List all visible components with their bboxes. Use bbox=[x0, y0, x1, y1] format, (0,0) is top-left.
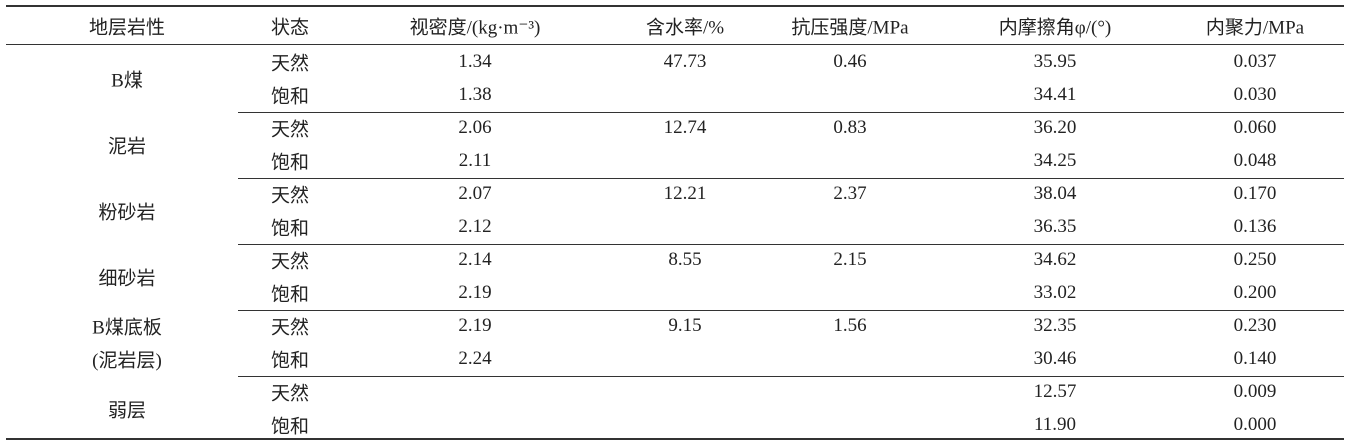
value-cell: 12.74 bbox=[663, 117, 707, 138]
value-cell: 0.000 bbox=[1233, 414, 1277, 435]
value-cell: 34.25 bbox=[1033, 150, 1077, 171]
value-cell: 12.21 bbox=[663, 183, 707, 204]
value-cell: 34.62 bbox=[1033, 249, 1077, 270]
value-cell: 47.73 bbox=[663, 51, 707, 72]
value-cell: 0.037 bbox=[1233, 51, 1277, 72]
value-cell: 36.35 bbox=[1033, 216, 1077, 237]
state-cell: 饱和 bbox=[270, 86, 310, 108]
header-cell: 抗压强度/MPa bbox=[791, 17, 909, 39]
group-label: 粉砂岩 bbox=[98, 202, 156, 223]
state-cell: 天然 bbox=[270, 119, 310, 141]
value-cell: 0.060 bbox=[1233, 117, 1277, 138]
value-cell: 0.030 bbox=[1233, 84, 1277, 105]
group-label: 细砂岩 bbox=[98, 268, 156, 289]
state-cell: 饱和 bbox=[270, 152, 310, 174]
header-rule bbox=[6, 44, 1344, 45]
state-cell: 饱和 bbox=[270, 416, 310, 438]
value-cell: 35.95 bbox=[1033, 51, 1077, 72]
value-cell: 2.07 bbox=[458, 183, 492, 204]
header-cell: 内聚力/MPa bbox=[1205, 17, 1305, 39]
value-cell: 2.14 bbox=[458, 249, 492, 270]
value-cell: 36.20 bbox=[1033, 117, 1077, 138]
value-cell: 2.37 bbox=[833, 183, 867, 204]
value-cell: 30.46 bbox=[1033, 348, 1077, 369]
state-cell: 天然 bbox=[270, 185, 310, 207]
group-rule bbox=[238, 309, 1344, 311]
value-cell: 34.41 bbox=[1033, 84, 1077, 105]
group-rule bbox=[238, 375, 1344, 377]
value-cell: 2.19 bbox=[458, 282, 492, 303]
value-cell: 32.35 bbox=[1033, 315, 1077, 336]
value-cell: 0.170 bbox=[1233, 183, 1277, 204]
header-cell: 内摩擦角φ/(°) bbox=[998, 17, 1112, 39]
value-cell: 2.06 bbox=[458, 117, 492, 138]
group-rule bbox=[238, 177, 1344, 179]
value-cell: 1.38 bbox=[458, 84, 492, 105]
group-rule bbox=[238, 243, 1344, 245]
value-cell: 0.136 bbox=[1233, 216, 1277, 237]
value-cell: 0.048 bbox=[1233, 150, 1277, 171]
value-cell: 0.83 bbox=[833, 117, 867, 138]
value-cell: 11.90 bbox=[1033, 414, 1077, 435]
state-cell: 饱和 bbox=[270, 218, 310, 240]
value-cell: 2.15 bbox=[833, 249, 867, 270]
value-cell: 12.57 bbox=[1033, 381, 1077, 402]
header-cell: 地层岩性 bbox=[88, 17, 166, 39]
value-cell: 0.230 bbox=[1233, 315, 1277, 336]
group-label: 泥岩 bbox=[107, 136, 147, 157]
value-cell: 1.34 bbox=[458, 51, 492, 72]
value-cell: 2.11 bbox=[458, 150, 492, 171]
value-cell: 38.04 bbox=[1033, 183, 1077, 204]
state-cell: 天然 bbox=[270, 251, 310, 273]
header-cell: 视密度/(kg·m⁻³) bbox=[409, 17, 541, 39]
group-rule bbox=[238, 111, 1344, 113]
group-label: (泥岩层) bbox=[92, 350, 162, 372]
state-cell: 饱和 bbox=[270, 350, 310, 372]
header-cell: 含水率/% bbox=[645, 17, 725, 39]
state-cell: 天然 bbox=[270, 53, 310, 75]
bottom-rule bbox=[6, 438, 1344, 440]
state-cell: 天然 bbox=[270, 317, 310, 339]
group-label: 弱层 bbox=[107, 400, 147, 421]
state-cell: 天然 bbox=[270, 383, 310, 405]
value-cell: 8.55 bbox=[668, 249, 702, 270]
value-cell: 2.24 bbox=[458, 348, 492, 369]
value-cell: 33.02 bbox=[1033, 282, 1077, 303]
value-cell: 0.200 bbox=[1233, 282, 1277, 303]
value-cell: 2.12 bbox=[458, 216, 492, 237]
value-cell: 0.250 bbox=[1233, 249, 1277, 270]
top-rule bbox=[6, 5, 1344, 7]
value-cell: 0.009 bbox=[1233, 381, 1277, 402]
value-cell: 1.56 bbox=[833, 315, 867, 336]
value-cell: 2.19 bbox=[458, 315, 492, 336]
header-cell: 状态 bbox=[270, 17, 310, 39]
group-label: B煤 bbox=[111, 70, 143, 91]
value-cell: 0.46 bbox=[833, 51, 867, 72]
value-cell: 9.15 bbox=[668, 315, 702, 336]
state-cell: 饱和 bbox=[270, 284, 310, 306]
value-cell: 0.140 bbox=[1233, 348, 1277, 369]
group-label: B煤底板 bbox=[92, 317, 162, 339]
